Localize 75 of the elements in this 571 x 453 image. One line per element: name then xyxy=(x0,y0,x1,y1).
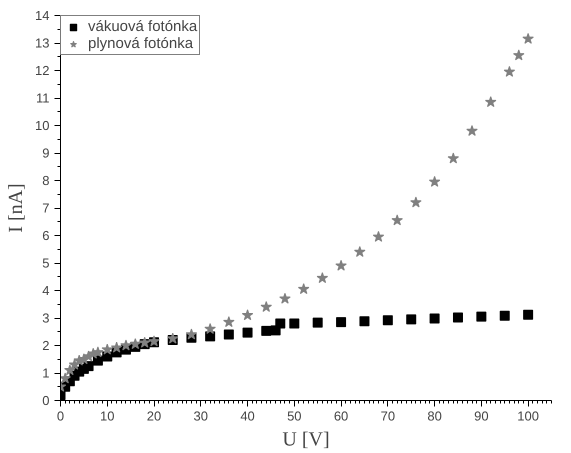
point xyxy=(466,125,478,136)
point xyxy=(406,314,416,324)
y-tick-label: 2 xyxy=(42,338,50,353)
point xyxy=(335,260,347,271)
point xyxy=(316,272,328,284)
legend-label: vákuová fotónka xyxy=(88,18,198,35)
x-tick-label: 60 xyxy=(334,408,348,424)
point xyxy=(448,152,460,164)
point xyxy=(260,301,272,312)
point xyxy=(428,176,440,187)
point xyxy=(391,214,403,226)
point xyxy=(279,292,291,304)
x-tick-label: 40 xyxy=(240,408,255,424)
point xyxy=(60,372,71,384)
point xyxy=(205,331,216,342)
point xyxy=(382,315,393,326)
point xyxy=(138,336,150,348)
point xyxy=(500,310,510,321)
y-axis-title: I [nA] xyxy=(5,183,28,233)
x-tick-label: 90 xyxy=(474,408,489,424)
y-tick-label: 7 xyxy=(42,200,50,216)
point xyxy=(476,312,486,322)
point xyxy=(186,328,198,340)
x-axis-title: U [V] xyxy=(282,428,330,450)
point xyxy=(102,344,113,355)
y-tick-label: 5 xyxy=(42,256,50,270)
point xyxy=(410,196,422,208)
point xyxy=(242,328,253,338)
y-tick-label: 6 xyxy=(42,228,50,243)
legend-label: plynová fotónka xyxy=(88,35,194,52)
point xyxy=(223,316,235,328)
y-tick-label: 1 xyxy=(42,366,50,380)
point xyxy=(312,318,323,328)
point xyxy=(242,309,254,320)
y-tick-label: 4 xyxy=(42,283,50,298)
y-tick-label: 10 xyxy=(35,118,50,133)
point xyxy=(130,338,142,350)
x-tick-label: 0 xyxy=(56,408,64,424)
point xyxy=(110,342,122,353)
y-tick-label: 3 xyxy=(42,310,50,326)
x-tick-label: 30 xyxy=(194,408,208,424)
point xyxy=(64,364,76,376)
point xyxy=(261,326,272,336)
point xyxy=(167,332,178,344)
point xyxy=(430,314,440,324)
point xyxy=(452,312,463,322)
x-tick-label: 100 xyxy=(517,408,539,424)
point xyxy=(204,323,216,334)
y-tick-label: 8 xyxy=(42,173,50,188)
y-tick-label: 9 xyxy=(42,146,50,160)
point xyxy=(275,318,286,328)
x-tick-label: 70 xyxy=(380,408,396,424)
x-tick-label: 80 xyxy=(427,408,442,424)
y-tick-label: 14 xyxy=(35,8,50,23)
point xyxy=(523,310,534,320)
x-tick-label: 50 xyxy=(287,408,302,424)
x-tick-label: 20 xyxy=(146,408,162,424)
y-tick-label: 0 xyxy=(42,393,50,408)
y-tick-label: 12 xyxy=(35,63,50,78)
point xyxy=(484,96,496,108)
point xyxy=(354,246,366,257)
y-tick-label: 13 xyxy=(35,36,50,50)
point xyxy=(224,330,234,340)
x-tick-label: 10 xyxy=(100,408,114,424)
point xyxy=(84,361,94,372)
point xyxy=(372,230,384,242)
point xyxy=(336,317,346,328)
point xyxy=(289,318,300,328)
point xyxy=(120,340,132,350)
point xyxy=(298,283,310,294)
point xyxy=(359,316,370,326)
point xyxy=(504,66,516,77)
point xyxy=(522,32,534,44)
point xyxy=(513,49,524,60)
y-tick-label: 11 xyxy=(36,90,50,106)
